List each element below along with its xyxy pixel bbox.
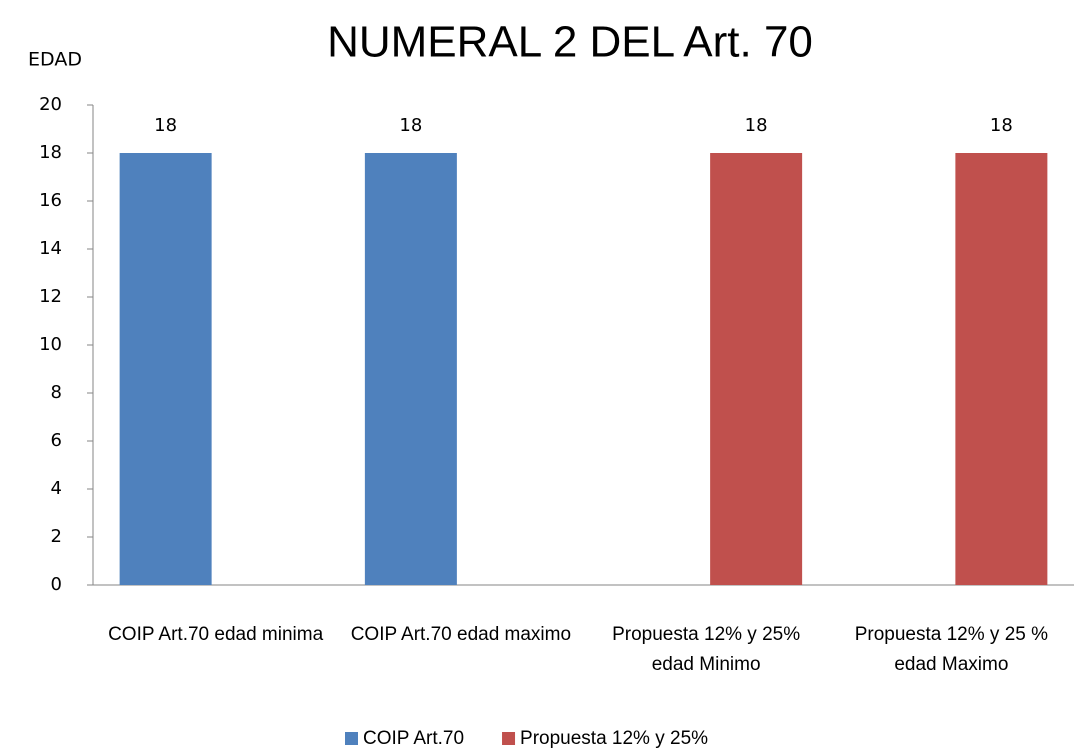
bar xyxy=(364,153,457,585)
data-label: 18 xyxy=(399,115,422,136)
legend-label: Propuesta 12% y 25% xyxy=(520,728,708,749)
bar xyxy=(955,153,1048,585)
y-tick-label: 4 xyxy=(51,478,62,499)
x-tick-label: COIP Art.70 edad maximo xyxy=(351,624,571,645)
y-axis-label: EDAD xyxy=(28,49,82,71)
chart-title: NUMERAL 2 DEL Art. 70 xyxy=(327,18,813,67)
data-label: 18 xyxy=(990,115,1013,136)
legend-swatch xyxy=(345,732,358,745)
y-tick-label: 0 xyxy=(51,574,62,595)
y-tick-label: 10 xyxy=(39,334,62,355)
bar xyxy=(119,153,212,585)
y-tick-label: 20 xyxy=(39,94,62,115)
legend-label: COIP Art.70 xyxy=(363,728,464,749)
y-tick-label: 18 xyxy=(39,142,62,163)
bar xyxy=(710,153,803,585)
data-label: 18 xyxy=(745,115,768,136)
y-tick-label: 8 xyxy=(51,382,62,403)
x-tick-label: Propuesta 12% y 25 % edad Maximo xyxy=(855,624,1048,675)
y-tick-label: 16 xyxy=(39,190,62,211)
x-tick-label: Propuesta 12% y 25% edad Minimo xyxy=(612,624,800,675)
y-tick-label: 2 xyxy=(51,526,62,547)
y-tick-label: 14 xyxy=(39,238,62,259)
y-tick-label: 12 xyxy=(39,286,62,307)
data-label: 18 xyxy=(154,115,177,136)
legend-swatch xyxy=(502,732,516,745)
x-tick-label: COIP Art.70 edad minima xyxy=(108,624,324,645)
y-tick-label: 6 xyxy=(51,430,62,451)
